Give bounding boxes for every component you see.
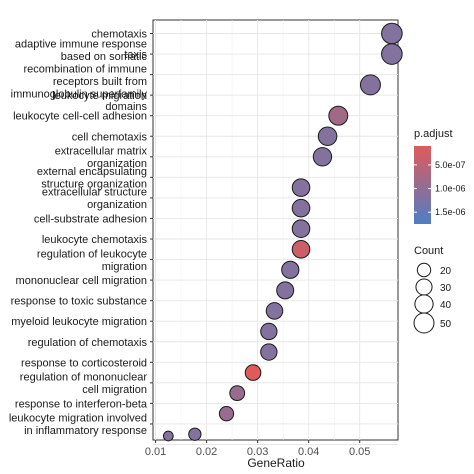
data-point (244, 364, 262, 381)
data-point (291, 219, 311, 239)
y-tick-label: leukocyte chemotaxis (42, 234, 148, 246)
x-tick-label: 0.04 (298, 446, 319, 458)
y-tick-label: leukocyte migration involved in inflammat… (9, 413, 147, 438)
data-point (260, 343, 278, 361)
x-tick-label: 0.01 (145, 446, 166, 458)
data-point (381, 22, 403, 45)
y-tick-label: extracellular structure organization (42, 187, 147, 212)
data-point (381, 43, 403, 65)
data-point (312, 147, 333, 167)
y-tick-label: response to corticosteroid (21, 357, 147, 369)
size-legend-key (416, 262, 432, 278)
y-tick-label: myeloid leukocyte migration (11, 316, 147, 328)
data-point (218, 406, 235, 422)
x-tick-label: 0.05 (349, 446, 370, 458)
size-legend-label: 30 (440, 283, 452, 294)
data-point (229, 385, 246, 402)
data-point (291, 198, 311, 218)
size-legend-key (413, 312, 435, 334)
y-tick-label: extracellular matrix organization (55, 146, 148, 171)
data-point (281, 260, 300, 279)
y-tick-label: adaptive immune response based on somatic… (11, 38, 148, 113)
data-point (291, 239, 311, 259)
y-tick-label: regulation of mononuclear cell migration (20, 372, 148, 397)
size-legend-key (415, 278, 433, 296)
color-legend-label: 1.0e-06 (435, 184, 466, 194)
data-point (328, 105, 349, 126)
data-point (162, 430, 174, 442)
y-tick-label: leukocyte cell-cell adhesion (13, 111, 147, 123)
data-point (291, 178, 311, 197)
color-legend-bar (414, 146, 431, 224)
y-tick-label: regulation of leukocyte migration (37, 248, 147, 273)
y-tick-label: chemotaxis (91, 29, 147, 41)
data-point (260, 322, 278, 341)
color-legend-label: 1.5e-06 (435, 207, 466, 217)
y-tick-label: cell-substrate adhesion (34, 213, 147, 225)
color-legend-title: p.adjust (414, 128, 453, 140)
data-point (317, 126, 338, 147)
x-tick-label: 0.03 (247, 446, 268, 458)
data-point (188, 427, 202, 441)
size-legend-label: 20 (440, 266, 452, 277)
y-tick-label: taxis (124, 49, 147, 61)
size-legend-title: Count (414, 245, 443, 257)
y-tick-label: mononuclear cell migration (16, 275, 147, 287)
y-tick-label: leukocyte migration (52, 90, 147, 102)
size-legend-key (414, 294, 434, 314)
x-tick-label: 0.02 (196, 446, 217, 458)
y-tick-label: regulation of chemotaxis (28, 337, 148, 349)
y-tick-label: response to interferon-beta (15, 398, 148, 410)
data-point (265, 302, 284, 320)
size-legend-label: 40 (440, 300, 452, 311)
size-legend-label: 50 (440, 319, 452, 330)
data-point (276, 281, 295, 300)
y-tick-label: cell chemotaxis (72, 131, 148, 143)
y-tick-label: response to toxic substance (11, 296, 147, 308)
plot-panel (152, 19, 399, 441)
y-tick-label: external encapsulating structure organiza… (37, 166, 147, 191)
x-axis-title: GeneRatio (247, 456, 305, 470)
color-legend-label: 5.0e-07 (435, 160, 466, 170)
data-point (359, 74, 381, 96)
